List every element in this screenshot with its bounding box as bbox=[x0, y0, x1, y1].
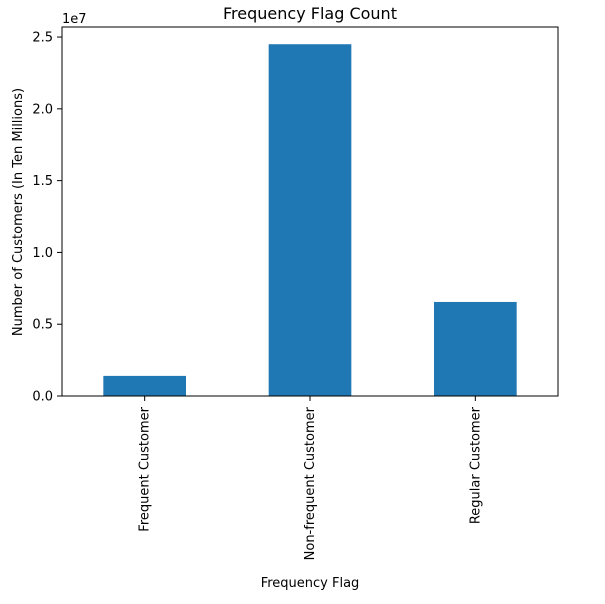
bars-layer bbox=[103, 44, 517, 396]
chart-title: Frequency Flag Count bbox=[223, 4, 397, 23]
y-axis-scale-label: 1e7 bbox=[62, 12, 87, 27]
y-tick-label-2: 1.0 bbox=[32, 246, 53, 261]
y-axis-label: Number of Customers (In Ten Millions) bbox=[11, 88, 26, 336]
y-tick-label-1: 0.5 bbox=[32, 318, 53, 333]
x-axis-label: Frequency Flag bbox=[261, 576, 360, 591]
bar-2 bbox=[434, 301, 517, 396]
y-tick-label-0: 0.0 bbox=[32, 390, 53, 405]
y-tick-label-4: 2.0 bbox=[32, 102, 53, 117]
bar-1 bbox=[268, 44, 352, 396]
y-axis-ticks: 0.0 0.5 1.0 1.5 2.0 2.5 bbox=[32, 31, 62, 405]
x-tick-label-0: Frequent Customer bbox=[138, 406, 153, 531]
x-tick-label-2: Regular Customer bbox=[468, 406, 483, 524]
y-tick-label-5: 2.5 bbox=[32, 31, 53, 46]
bar-0 bbox=[103, 375, 186, 396]
x-axis-ticks: Frequent Customer Non-frequent Customer Re… bbox=[138, 396, 483, 560]
y-tick-label-3: 1.5 bbox=[32, 174, 53, 189]
x-tick-label-1: Non-frequent Customer bbox=[303, 406, 318, 560]
plot-area-frame bbox=[61, 26, 559, 397]
